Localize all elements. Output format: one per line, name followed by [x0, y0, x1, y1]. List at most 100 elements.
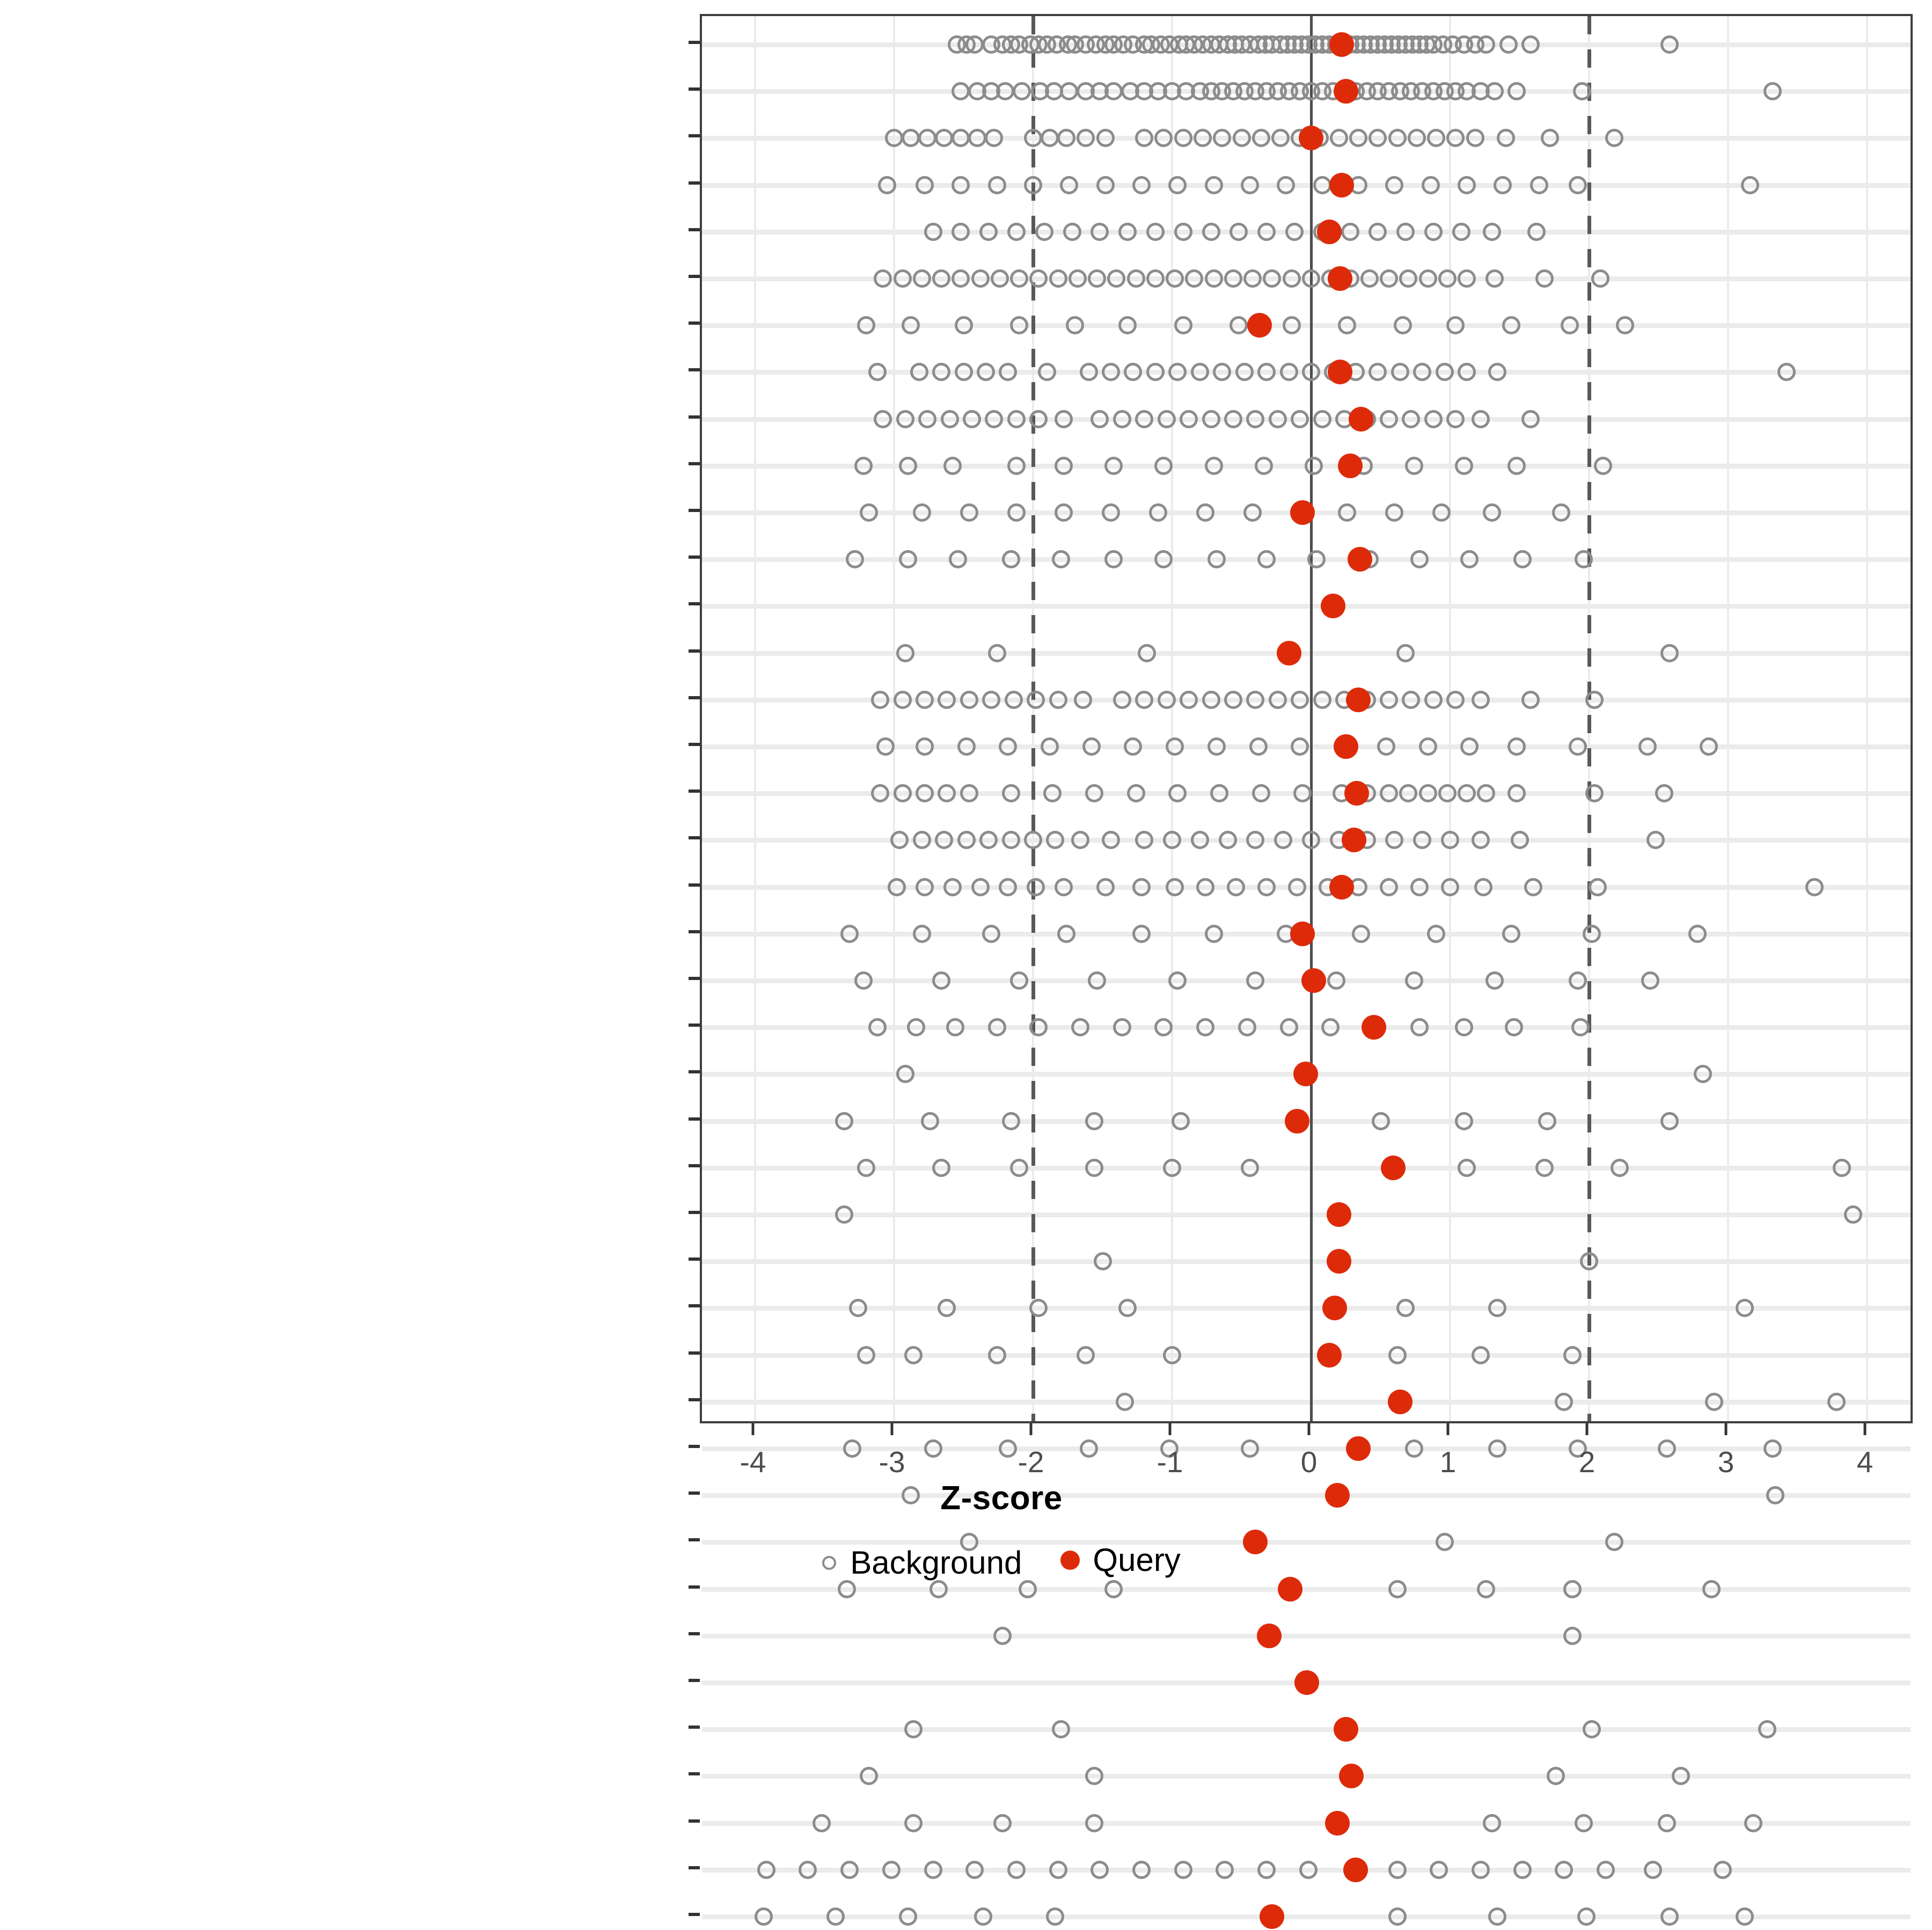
- background-point: [1588, 878, 1607, 896]
- legend-item-query[interactable]: Query: [1060, 1541, 1181, 1578]
- background-point: [918, 129, 937, 148]
- background-point: [1388, 1907, 1407, 1926]
- background-point: [837, 1580, 856, 1598]
- x-axis-tick-label: 4: [1856, 1445, 1874, 1479]
- background-point: [952, 82, 970, 101]
- y-axis-tick: [689, 1024, 700, 1027]
- y-axis-tick: [689, 602, 700, 606]
- background-point: [888, 878, 906, 896]
- background-point: [1610, 1158, 1629, 1177]
- background-point: [924, 1860, 942, 1879]
- background-point: [1377, 737, 1395, 756]
- background-point: [1166, 737, 1184, 756]
- x-axis-tick: [1724, 1423, 1728, 1435]
- background-point: [1388, 1860, 1407, 1879]
- background-point: [1001, 784, 1020, 803]
- background-point: [1007, 1860, 1026, 1879]
- background-point: [1421, 176, 1440, 194]
- background-point: [1104, 82, 1123, 101]
- background-point: [946, 1018, 964, 1037]
- background-point: [987, 176, 1006, 194]
- background-point: [1035, 222, 1053, 241]
- background-point: [1046, 831, 1065, 850]
- y-axis-tick: [689, 87, 700, 91]
- background-point: [1204, 269, 1223, 288]
- background-point: [876, 737, 895, 756]
- background-point: [1496, 129, 1515, 148]
- background-point: [1424, 222, 1443, 241]
- background-point: [1007, 456, 1026, 475]
- background-point: [1135, 831, 1154, 850]
- x-axis-tick: [1585, 1423, 1589, 1435]
- background-point: [1132, 924, 1151, 943]
- query-point: [1326, 1202, 1351, 1227]
- background-point: [835, 1205, 853, 1224]
- query-point: [1257, 1623, 1282, 1648]
- background-point: [860, 1767, 879, 1786]
- query-point: [1290, 500, 1315, 525]
- background-point: [1057, 924, 1076, 943]
- background-point: [1029, 410, 1048, 428]
- vertical-gridline: [1866, 16, 1868, 1421]
- background-point: [874, 410, 892, 428]
- background-point: [1482, 222, 1501, 241]
- background-point: [1338, 503, 1357, 522]
- background-point: [1037, 363, 1056, 382]
- background-point: [1507, 784, 1526, 803]
- x-axis-tick: [1307, 1423, 1311, 1435]
- background-point: [1591, 269, 1609, 288]
- y-axis-tick: [689, 509, 700, 512]
- background-point: [1583, 924, 1601, 943]
- x-axis-tick: [1029, 1423, 1033, 1435]
- y-axis-tick: [689, 1070, 700, 1074]
- background-point: [1291, 410, 1309, 428]
- background-point: [1060, 82, 1079, 101]
- background-point: [1029, 269, 1048, 288]
- background-point: [1257, 550, 1276, 569]
- background-point: [1024, 831, 1042, 850]
- background-point: [1658, 1814, 1677, 1832]
- background-point: [1380, 690, 1399, 709]
- query-point: [1344, 781, 1370, 806]
- background-point: [1399, 269, 1418, 288]
- background-point: [896, 1065, 914, 1084]
- background-point: [1338, 316, 1357, 335]
- background-point: [1368, 363, 1387, 382]
- query-point: [1329, 874, 1354, 900]
- background-point: [1396, 222, 1415, 241]
- y-axis-tick: [689, 1351, 700, 1355]
- background-point: [1569, 737, 1587, 756]
- background-point: [1446, 316, 1465, 335]
- legend-item-background[interactable]: Background: [822, 1544, 1022, 1581]
- background-point: [1538, 1112, 1557, 1130]
- background-point: [1371, 1112, 1390, 1130]
- background-point: [1569, 971, 1587, 990]
- background-point: [1527, 222, 1546, 241]
- background-point: [1216, 1860, 1234, 1879]
- background-point: [1563, 1626, 1582, 1645]
- y-axis-tick: [689, 1258, 700, 1261]
- background-point: [999, 737, 1018, 756]
- background-point: [999, 1439, 1018, 1458]
- background-point: [1001, 550, 1020, 569]
- query-point: [1316, 219, 1342, 244]
- background-point: [1196, 503, 1215, 522]
- x-axis-tick-label: 1: [1439, 1445, 1457, 1479]
- background-point: [840, 1860, 859, 1879]
- background-point: [963, 410, 982, 428]
- y-axis-tick: [689, 1538, 700, 1542]
- background-point: [1246, 831, 1265, 850]
- background-point: [1427, 924, 1446, 943]
- background-point: [1232, 129, 1251, 148]
- x-axis-tick-label: -4: [740, 1445, 766, 1479]
- background-point: [1413, 831, 1432, 850]
- background-point: [1254, 456, 1273, 475]
- query-point: [1343, 1857, 1368, 1882]
- background-point: [1597, 1860, 1615, 1879]
- horizontal-gridline: [702, 1821, 1911, 1826]
- background-point: [1513, 550, 1532, 569]
- background-point: [1041, 737, 1059, 756]
- background-point: [1502, 924, 1520, 943]
- background-point: [1085, 1767, 1103, 1786]
- background-point: [1699, 737, 1718, 756]
